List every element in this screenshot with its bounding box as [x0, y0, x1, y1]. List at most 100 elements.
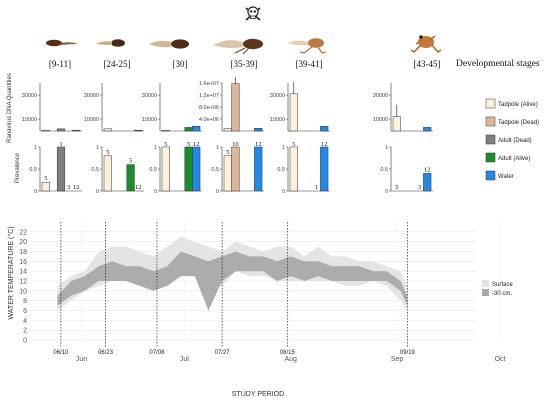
prevalence-bar [103, 155, 112, 192]
sample-size-label: 5 [395, 184, 398, 191]
dna-panel: 30000 10000 [142, 83, 202, 132]
prev-y-tick-label: 0 [154, 189, 157, 195]
month-label: Jul [180, 356, 189, 363]
sample-size-label: 3 [67, 184, 70, 191]
dna-bar [392, 116, 401, 132]
prevalence-bar [184, 146, 193, 192]
month-label: Oct [495, 356, 506, 363]
temp-y-tick-label: 18 [19, 249, 27, 256]
sample-size-label: 10 [232, 141, 239, 148]
prev-y-tick-label: 1 [282, 145, 285, 151]
prevalence-axis-label: Prevalence [15, 152, 21, 183]
prev-y-tick-label: 0.5 [149, 167, 157, 173]
tadpole-stage-9-11-image [46, 39, 78, 47]
prev-y-tick-label: 0.5 [277, 167, 285, 173]
prevalence-bar [161, 146, 170, 192]
prevalence-panel: 1 0.5 0 5 1 12 [277, 141, 330, 195]
event-date-label: 06/23 [98, 350, 114, 356]
sample-size-label: 5 [187, 141, 190, 148]
prev-y-tick-label: 1 [154, 145, 157, 151]
legend-label: Adult (Alive) [498, 156, 530, 162]
prevalence-bar [254, 146, 263, 192]
tadpole-stage-30-image [149, 39, 189, 49]
prevalence-bar [126, 164, 135, 192]
sample-size-label: 1 [59, 141, 62, 148]
dna-y-tick-label: 30000 [270, 93, 285, 99]
temperature-chart: 0 2 4 6 8 10 12 14 16 18 20 22 06/10 06/23 07/08 07/27 0… [19, 222, 513, 363]
dna-y-tick-label: 10000 [270, 117, 285, 123]
temp-y-tick-label: 6 [23, 308, 27, 315]
prevalence-panel: 1 0.5 0 5 1 3 12 [29, 141, 82, 195]
prevalence-bar [320, 146, 329, 192]
legend: Tadpole (Alive) Tadpole (Dead) Adult (Dead… [485, 98, 539, 181]
legend-swatch [485, 152, 496, 163]
dna-y-tick-label: 30000 [22, 93, 37, 99]
temp-legend-swatch [482, 280, 489, 287]
prev-y-tick-label: 1 [34, 145, 37, 151]
sample-size-label: 12 [193, 141, 200, 148]
legend-label: Adult (Dead) [498, 138, 532, 144]
dna-y-tick-label: 4.0e+06 [199, 117, 219, 123]
tadpole-stage-35-39-image [213, 38, 263, 55]
sample-size-label: 5 [226, 149, 229, 156]
dna-panel: 30000 10000 [270, 81, 330, 132]
stage-label: [24-25] [104, 59, 131, 69]
prev-y-tick-label: 0.5 [29, 167, 37, 173]
temp-band-surface [57, 236, 408, 311]
temp-band--30-cm- [57, 251, 408, 311]
prevalence-bar [231, 146, 240, 192]
sample-size-label: 5 [106, 149, 109, 156]
temp-y-tick-label: 10 [19, 288, 27, 295]
event-date-label: 09/19 [400, 350, 416, 356]
dna-panel: 1.6e+07 1.2e+07 8.0e+06 4.0e+06 [199, 77, 264, 132]
stage-label: [43-45] [414, 59, 441, 69]
dna-y-tick-label: 1.6e+07 [199, 81, 219, 87]
dna-bar [254, 128, 263, 132]
sample-size-label: 1 [315, 184, 318, 191]
dna-quantity-panels: 30000 10000 30000 10000 30000 10000 1.6e+07 1.2… [22, 77, 433, 132]
prevalence-bar [192, 146, 201, 192]
temperature-axis-label: WATER TEMPERATURE (°C) [7, 226, 15, 319]
stage-label: [35-39] [231, 59, 258, 69]
prev-y-tick-label: 0 [282, 189, 285, 195]
dna-y-tick-label: 8.0e+06 [199, 105, 219, 111]
event-date-label: 08/15 [280, 350, 296, 356]
prevalence-panel: 1 0.5 0 5 5 12 [91, 145, 144, 195]
legend-label: Tadpole (Alive) [498, 102, 538, 108]
event-date-label: 06/10 [53, 350, 69, 356]
sample-size-label: 5 [44, 175, 47, 182]
stage-label: [9-11] [49, 59, 71, 69]
temp-y-tick-label: 8 [23, 298, 27, 305]
dna-bar [423, 127, 432, 132]
legend-swatch [485, 134, 496, 145]
prevalence-bar [41, 181, 50, 192]
month-label: Jun [76, 356, 87, 363]
temp-y-tick-label: 22 [19, 229, 27, 236]
temp-y-tick-label: 12 [19, 279, 27, 286]
dna-y-tick-label: 10000 [22, 117, 37, 123]
prev-y-tick-label: 0 [34, 189, 37, 195]
legend-swatch [485, 116, 496, 127]
stage-label: [30] [173, 59, 188, 69]
dna-y-tick-label: 10000 [142, 117, 157, 123]
dna-y-tick-label: 30000 [84, 93, 99, 99]
prevalence-bar [223, 155, 232, 192]
prev-y-tick-label: 0.5 [91, 167, 99, 173]
sample-size-label: 12 [424, 166, 431, 173]
dna-bar [320, 125, 329, 132]
month-label: Aug [285, 356, 298, 363]
dna-bar [161, 129, 170, 132]
skull-crossbones-icon [245, 6, 261, 21]
tadpole-stage-24-25-image [96, 39, 125, 47]
dna-bar [41, 129, 50, 132]
stages-title: Developmental stages [456, 59, 540, 69]
temp-y-tick-label: 20 [19, 239, 27, 246]
legend-label: Water [498, 174, 514, 180]
prev-y-tick-label: 1 [216, 145, 219, 151]
event-date-label: 07/27 [215, 350, 231, 356]
dna-bar [103, 128, 112, 132]
prev-y-tick-label: 0 [385, 189, 388, 195]
tadpole-stage-39-41-image [288, 38, 327, 54]
